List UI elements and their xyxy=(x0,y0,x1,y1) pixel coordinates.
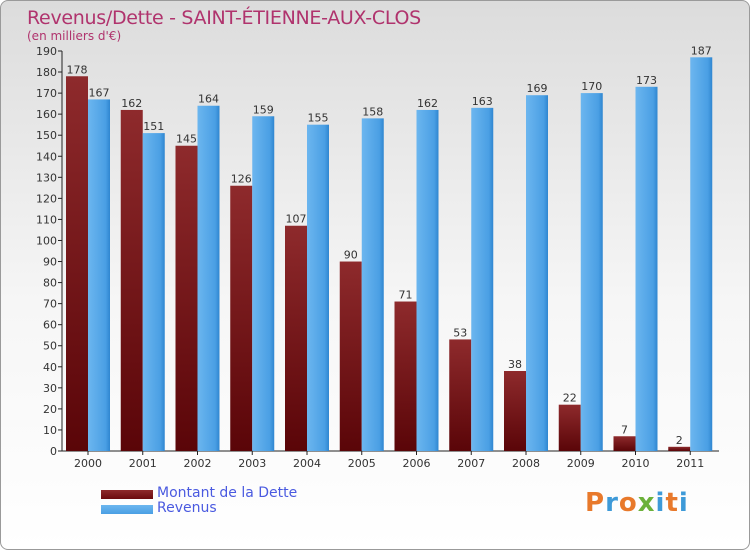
y-tick-label: 110 xyxy=(36,213,57,226)
y-tick-label: 70 xyxy=(43,298,57,311)
y-tick-label: 140 xyxy=(36,150,57,163)
bar-revenue xyxy=(361,118,384,452)
bar-debt xyxy=(66,76,88,452)
data-label-debt: 71 xyxy=(399,289,413,302)
bar-revenue xyxy=(580,93,603,452)
x-tick-label: 2000 xyxy=(74,457,102,470)
data-label-revenue: 173 xyxy=(636,74,657,87)
bar-debt xyxy=(668,446,691,451)
bar-debt xyxy=(504,371,526,451)
data-label-revenue: 169 xyxy=(527,82,548,95)
logo-letter: P xyxy=(585,488,606,518)
y-tick-label: 10 xyxy=(43,424,57,437)
legend-label-debt: Montant de la Dette xyxy=(157,485,298,501)
bar-debt xyxy=(285,225,307,451)
data-label-debt: 145 xyxy=(176,133,197,146)
data-label-revenue: 163 xyxy=(472,95,493,108)
y-tick-label: 60 xyxy=(43,319,57,332)
y-tick-label: 150 xyxy=(36,129,57,142)
logo-letter: o xyxy=(618,488,638,518)
y-tick-label: 170 xyxy=(36,87,57,100)
bar-revenue xyxy=(526,95,548,452)
data-label-revenue: 162 xyxy=(417,97,438,110)
data-label-revenue: 167 xyxy=(89,86,110,99)
chart-title: Revenus/Dette - SAINT-ÉTIENNE-AUX-CLOS xyxy=(27,7,421,29)
bar-revenue xyxy=(88,99,110,451)
x-tick-label: 2010 xyxy=(622,457,650,470)
y-tick-label: 30 xyxy=(43,382,57,395)
data-label-revenue: 170 xyxy=(581,80,602,93)
data-label-debt: 162 xyxy=(121,97,142,110)
logo-letter: i xyxy=(655,488,666,518)
x-tick-label: 2003 xyxy=(238,457,266,470)
data-label-debt: 126 xyxy=(231,173,252,186)
x-tick-label: 2008 xyxy=(512,457,540,470)
bar-debt xyxy=(394,301,417,451)
data-label-debt: 90 xyxy=(344,249,358,262)
legend-label-revenue: Revenus xyxy=(157,500,217,516)
y-tick-label: 90 xyxy=(43,256,57,269)
y-tick-label: 120 xyxy=(36,192,57,205)
y-tick-label: 50 xyxy=(43,340,57,353)
bar-revenue xyxy=(690,57,713,451)
data-label-revenue: 187 xyxy=(691,44,712,57)
bar-revenue xyxy=(197,105,220,451)
x-tick-label: 2007 xyxy=(457,457,485,470)
data-label-revenue: 159 xyxy=(253,103,274,116)
y-tick-label: 0 xyxy=(50,445,57,458)
data-label-debt: 178 xyxy=(67,63,88,76)
x-tick-label: 2001 xyxy=(129,457,157,470)
x-tick-label: 2002 xyxy=(184,457,212,470)
bar-debt xyxy=(449,339,472,451)
data-label-revenue: 151 xyxy=(143,120,164,133)
data-label-revenue: 164 xyxy=(198,93,219,106)
bar-revenue xyxy=(471,107,494,451)
logo-letter: r xyxy=(605,488,619,518)
y-tick-label: 190 xyxy=(36,45,57,58)
bar-debt xyxy=(613,436,636,451)
legend-swatch-revenue xyxy=(101,505,153,514)
bar-revenue xyxy=(416,109,439,452)
chart-subtitle: (en milliers d'€) xyxy=(27,29,122,43)
y-tick-label: 40 xyxy=(43,361,57,374)
bar-debt xyxy=(120,109,143,452)
legend-swatch-debt xyxy=(101,490,153,499)
logo-letter: t xyxy=(665,488,679,518)
logo-letter: x xyxy=(637,488,656,518)
x-tick-label: 2011 xyxy=(676,457,704,470)
bar-revenue xyxy=(635,86,658,451)
y-tick-label: 160 xyxy=(36,108,57,121)
proxiti-logo: Proxiti xyxy=(585,488,689,518)
y-tick-label: 20 xyxy=(43,403,57,416)
bar-revenue xyxy=(307,124,329,452)
bar-debt xyxy=(230,185,253,451)
data-label-debt: 2 xyxy=(676,434,683,447)
x-tick-label: 2006 xyxy=(403,457,431,470)
y-tick-label: 180 xyxy=(36,66,57,79)
x-tick-label: 2005 xyxy=(348,457,376,470)
y-tick-label: 130 xyxy=(36,171,57,184)
logo-letter: i xyxy=(678,488,689,518)
data-label-debt: 7 xyxy=(621,423,628,436)
data-label-debt: 107 xyxy=(286,213,307,226)
bar-revenue xyxy=(142,133,165,451)
data-label-revenue: 158 xyxy=(362,105,383,118)
bar-debt xyxy=(339,261,362,451)
data-label-debt: 53 xyxy=(453,326,467,339)
bar-debt xyxy=(558,404,581,451)
data-label-debt: 22 xyxy=(563,392,577,405)
bar-debt xyxy=(175,145,198,451)
x-tick-label: 2004 xyxy=(293,457,321,470)
y-tick-label: 100 xyxy=(36,234,57,247)
x-tick-label: 2009 xyxy=(567,457,595,470)
bar-revenue xyxy=(252,116,275,452)
data-label-debt: 38 xyxy=(508,358,522,371)
y-tick-label: 80 xyxy=(43,277,57,290)
data-label-revenue: 155 xyxy=(308,112,329,125)
